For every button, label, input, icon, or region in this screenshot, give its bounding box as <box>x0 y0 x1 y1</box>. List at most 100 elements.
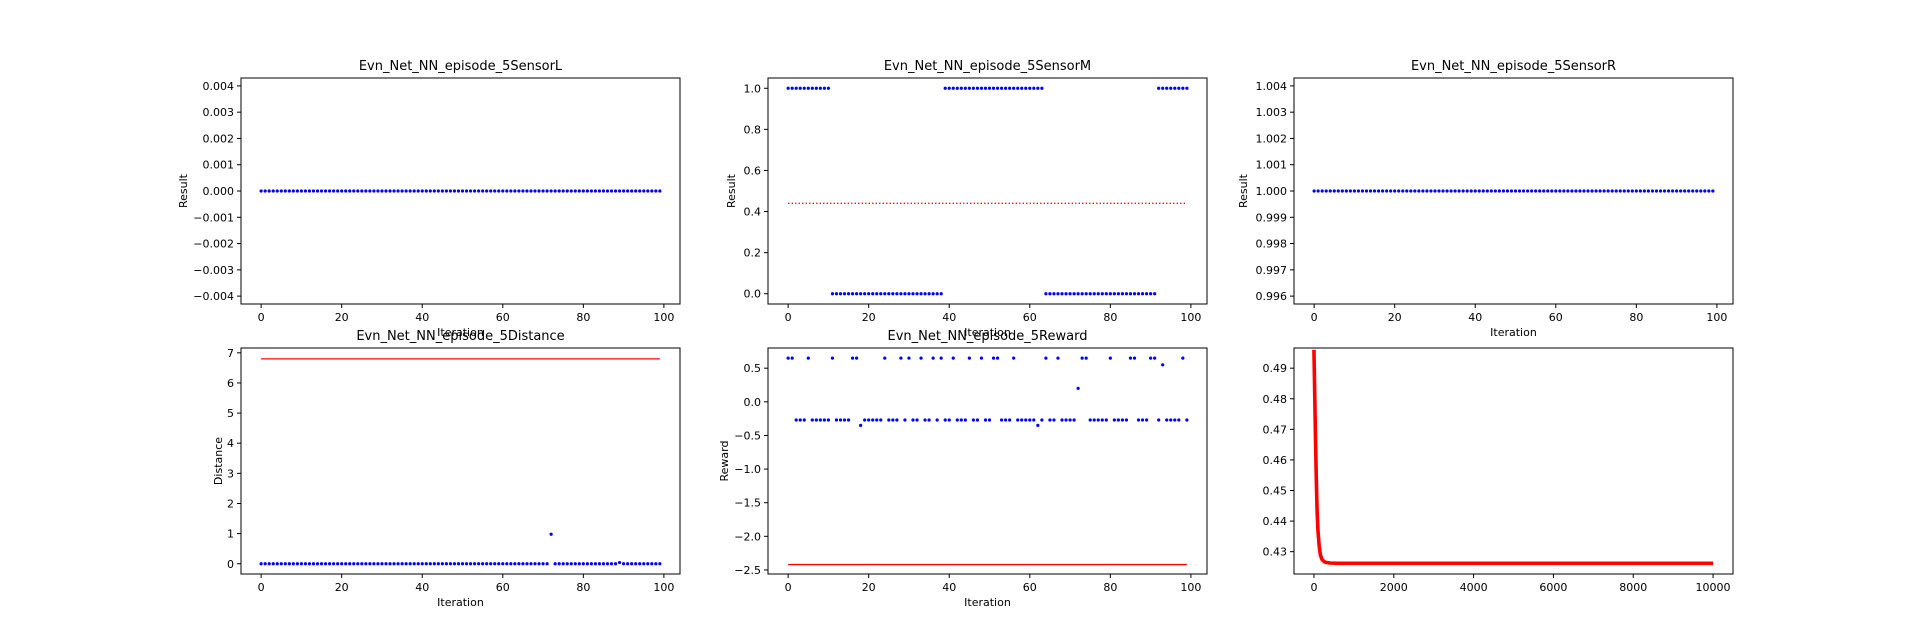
data-point <box>319 562 324 566</box>
data-point <box>1068 292 1072 296</box>
y-axis-label: Distance <box>212 437 225 485</box>
data-point <box>1169 418 1173 422</box>
x-tick-label: 80 <box>1103 311 1117 324</box>
x-tick-label: 60 <box>1023 581 1037 594</box>
data-point <box>509 562 513 566</box>
data-point <box>275 562 279 566</box>
data-point <box>911 418 915 422</box>
y-tick-label: 0.003 <box>203 106 235 119</box>
data-point <box>1161 363 1165 367</box>
data-point <box>646 562 650 566</box>
data-point <box>364 562 368 566</box>
data-point <box>1707 189 1711 193</box>
data-point <box>392 562 396 566</box>
data-point <box>842 292 847 296</box>
data-point <box>481 189 485 193</box>
data-point <box>561 189 565 193</box>
data-point <box>1136 292 1141 296</box>
data-point <box>935 292 939 296</box>
data-point <box>907 356 911 360</box>
data-point <box>931 292 935 296</box>
axes-frame <box>767 347 1208 575</box>
data-point <box>959 86 963 90</box>
data-point <box>1461 189 1465 193</box>
data-point <box>384 189 388 193</box>
data-point <box>887 418 891 422</box>
data-point <box>472 189 477 193</box>
data-point <box>879 418 883 422</box>
data-point <box>380 189 384 193</box>
data-point <box>1393 189 1397 193</box>
data-point <box>1554 189 1558 193</box>
data-point <box>1052 292 1056 296</box>
data-point <box>646 189 650 193</box>
data-point <box>830 292 835 296</box>
y-tick-label: 1.002 <box>1256 132 1288 145</box>
data-point <box>444 562 449 566</box>
data-point <box>1397 189 1401 193</box>
y-tick-label: 0.46 <box>1263 454 1288 467</box>
data-point <box>1485 189 1489 193</box>
y-tick-label: −0.003 <box>193 264 234 277</box>
y-tick-label: 3 <box>227 467 234 480</box>
data-point <box>838 292 843 296</box>
data-point <box>400 189 404 193</box>
data-point <box>1092 292 1096 296</box>
data-point <box>344 189 348 193</box>
data-point <box>468 562 473 566</box>
data-point <box>899 292 903 296</box>
data-point <box>549 189 553 193</box>
data-point <box>384 562 388 566</box>
subplot-6: 0 2000 4000 6000 8000 10000 0.43 0.44 0.45 0.46 0.… <box>1263 347 1734 594</box>
data-point <box>991 356 996 360</box>
data-point <box>1185 418 1189 422</box>
x-tick-label: 80 <box>1103 581 1117 594</box>
data-point <box>1185 86 1189 90</box>
data-point <box>420 189 424 193</box>
data-point <box>999 86 1004 90</box>
data-point <box>388 189 392 193</box>
data-point <box>1525 189 1530 193</box>
data-point <box>460 562 465 566</box>
data-point <box>1016 86 1020 90</box>
data-point <box>883 292 887 296</box>
data-point <box>565 189 569 193</box>
data-point <box>585 562 589 566</box>
data-points <box>1312 189 1715 193</box>
data-point <box>1538 189 1542 193</box>
data-point <box>939 292 943 296</box>
data-point <box>291 189 295 193</box>
data-point <box>412 189 416 193</box>
data-point <box>372 189 376 193</box>
x-tick-label: 0 <box>785 311 792 324</box>
y-tick-label: 0.5 <box>744 362 762 375</box>
data-point <box>806 86 810 90</box>
data-point <box>1344 189 1348 193</box>
data-point <box>344 562 348 566</box>
data-point <box>1080 292 1084 296</box>
subplot-3: 0 20 40 60 80 100 0.996 0.997 0.998 0.999 1.000 1.0… <box>1237 59 1734 339</box>
data-point <box>283 189 287 193</box>
data-point <box>477 562 481 566</box>
data-point <box>895 418 899 422</box>
x-tick-label: 40 <box>1468 311 1482 324</box>
data-point <box>332 189 336 193</box>
data-point <box>1376 189 1381 193</box>
y-tick-label: 7 <box>227 347 234 360</box>
data-point <box>1173 418 1177 422</box>
data-point <box>581 189 585 193</box>
data-point <box>267 562 271 566</box>
data-point <box>798 86 802 90</box>
x-tick-label: 4000 <box>1460 581 1488 594</box>
data-point <box>850 356 855 360</box>
data-point <box>517 189 521 193</box>
y-tick-label: 0.45 <box>1263 485 1288 498</box>
data-point <box>348 562 352 566</box>
data-point <box>987 418 992 422</box>
y-tick-label: −0.002 <box>193 238 234 251</box>
data-point <box>790 356 794 360</box>
data-point <box>1542 189 1546 193</box>
data-point <box>1157 86 1161 90</box>
data-point <box>1052 418 1056 422</box>
data-point <box>485 189 489 193</box>
